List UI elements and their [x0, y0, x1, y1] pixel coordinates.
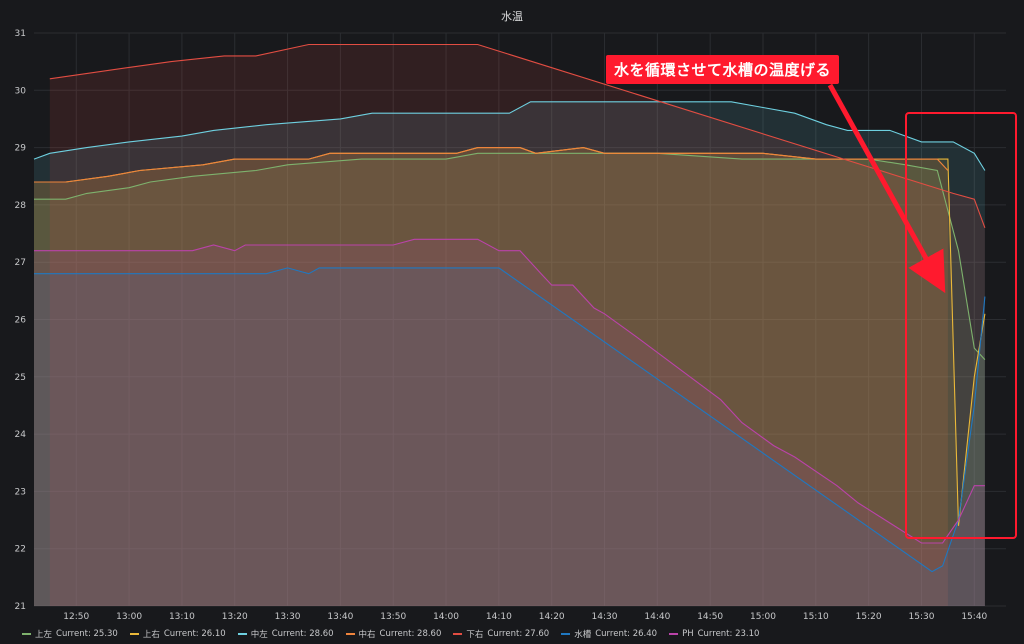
y-tick-label: 22 — [15, 545, 26, 555]
series-area-2 — [34, 101, 985, 607]
x-tick-label: 13:10 — [169, 612, 195, 622]
annotation-label: 水を循環させて水槽の温度げる — [606, 55, 840, 84]
y-tick-label: 23 — [15, 487, 26, 497]
x-tick-label: 15:20 — [856, 612, 882, 622]
legend-item[interactable]: 上右 Current: 26.10 — [129, 628, 226, 640]
series-area-5 — [34, 267, 985, 606]
x-tick-label: 14:40 — [644, 612, 670, 622]
series-area-4 — [49, 44, 985, 606]
series-area-1 — [34, 147, 985, 606]
series-area-0 — [34, 153, 985, 607]
x-tick-label: 13:20 — [222, 612, 248, 622]
series-line-5 — [34, 267, 986, 573]
legend-swatch — [345, 633, 355, 635]
panel-title: 水温 — [501, 10, 523, 23]
legend-series-name: 上左 — [35, 630, 53, 640]
legend-current-value: Current: 28.60 — [379, 629, 442, 639]
legend-current-value: Current: 25.30 — [56, 629, 118, 639]
series-line-2 — [33, 101, 986, 171]
legend-series-name: 中右 — [358, 630, 376, 640]
legend-swatch — [669, 633, 679, 635]
x-tick-label: 14:00 — [433, 612, 459, 622]
x-tick-label: 14:20 — [539, 612, 565, 622]
series-area-3 — [34, 147, 948, 606]
legend-swatch — [129, 633, 139, 635]
legend-item[interactable]: 水槽 Current: 26.40 — [561, 628, 657, 640]
y-tick-label: 26 — [15, 316, 27, 326]
legend-swatch — [22, 633, 31, 635]
x-tick-label: 15:40 — [961, 612, 987, 622]
y-tick-label: 21 — [15, 602, 26, 612]
annotation-arrow — [827, 83, 946, 294]
legend-current-value: Current: 27.60 — [487, 629, 550, 639]
x-tick-label: 13:30 — [275, 612, 301, 622]
legend-item[interactable]: 中左 Current: 28.60 — [237, 628, 334, 640]
series-line-4 — [49, 43, 986, 228]
highlight-box — [905, 112, 1017, 539]
y-tick-label: 24 — [15, 430, 27, 440]
y-tick-label: 27 — [15, 258, 26, 268]
legend-item[interactable]: 下右 Current: 27.60 — [453, 628, 549, 640]
y-tick-label: 25 — [15, 373, 26, 383]
legend-series-name: PH — [682, 629, 694, 639]
legend-series-name: 水槽 — [574, 630, 592, 640]
legend-series-name: 中左 — [250, 630, 268, 640]
series-area-6 — [34, 239, 985, 607]
legend-swatch — [453, 633, 463, 635]
series-line-3 — [34, 147, 949, 183]
x-tick-label: 13:50 — [380, 612, 406, 622]
series-line-6 — [34, 238, 985, 544]
series-line-0 — [34, 152, 986, 360]
legend-current-value: Current: 26.10 — [163, 629, 226, 639]
legend-swatch — [561, 633, 571, 635]
legend-item[interactable]: 中右 Current: 28.60 — [345, 628, 442, 640]
legend-item[interactable]: PH Current: 23.10 — [669, 629, 759, 639]
x-tick-label: 15:00 — [750, 612, 776, 622]
legend-series-name: 下右 — [466, 630, 484, 640]
x-tick-label: 14:30 — [592, 612, 618, 622]
legend-swatch — [237, 633, 247, 635]
x-tick-label: 12:50 — [63, 612, 89, 622]
x-tick-label: 13:40 — [327, 612, 353, 622]
x-tick-label: 14:10 — [486, 612, 512, 622]
legend-current-value: Current: 26.40 — [595, 629, 658, 639]
y-tick-label: 30 — [15, 86, 27, 96]
y-tick-label: 29 — [15, 144, 27, 154]
y-tick-label: 31 — [15, 29, 26, 39]
legend-current-value: Current: 23.10 — [697, 629, 760, 639]
legend-item[interactable]: 上左 Current: 25.30 — [22, 628, 118, 640]
legend: 上左 Current: 25.30 上右 Current: 26.10 中左 Curren… — [22, 627, 759, 641]
x-tick-label: 13:00 — [116, 612, 142, 622]
x-tick-label: 14:50 — [697, 612, 723, 622]
legend-series-name: 上右 — [142, 630, 160, 640]
x-tick-label: 15:30 — [909, 612, 935, 622]
y-tick-label: 28 — [15, 201, 27, 211]
x-tick-label: 15:10 — [803, 612, 829, 622]
legend-current-value: Current: 28.60 — [271, 629, 334, 639]
